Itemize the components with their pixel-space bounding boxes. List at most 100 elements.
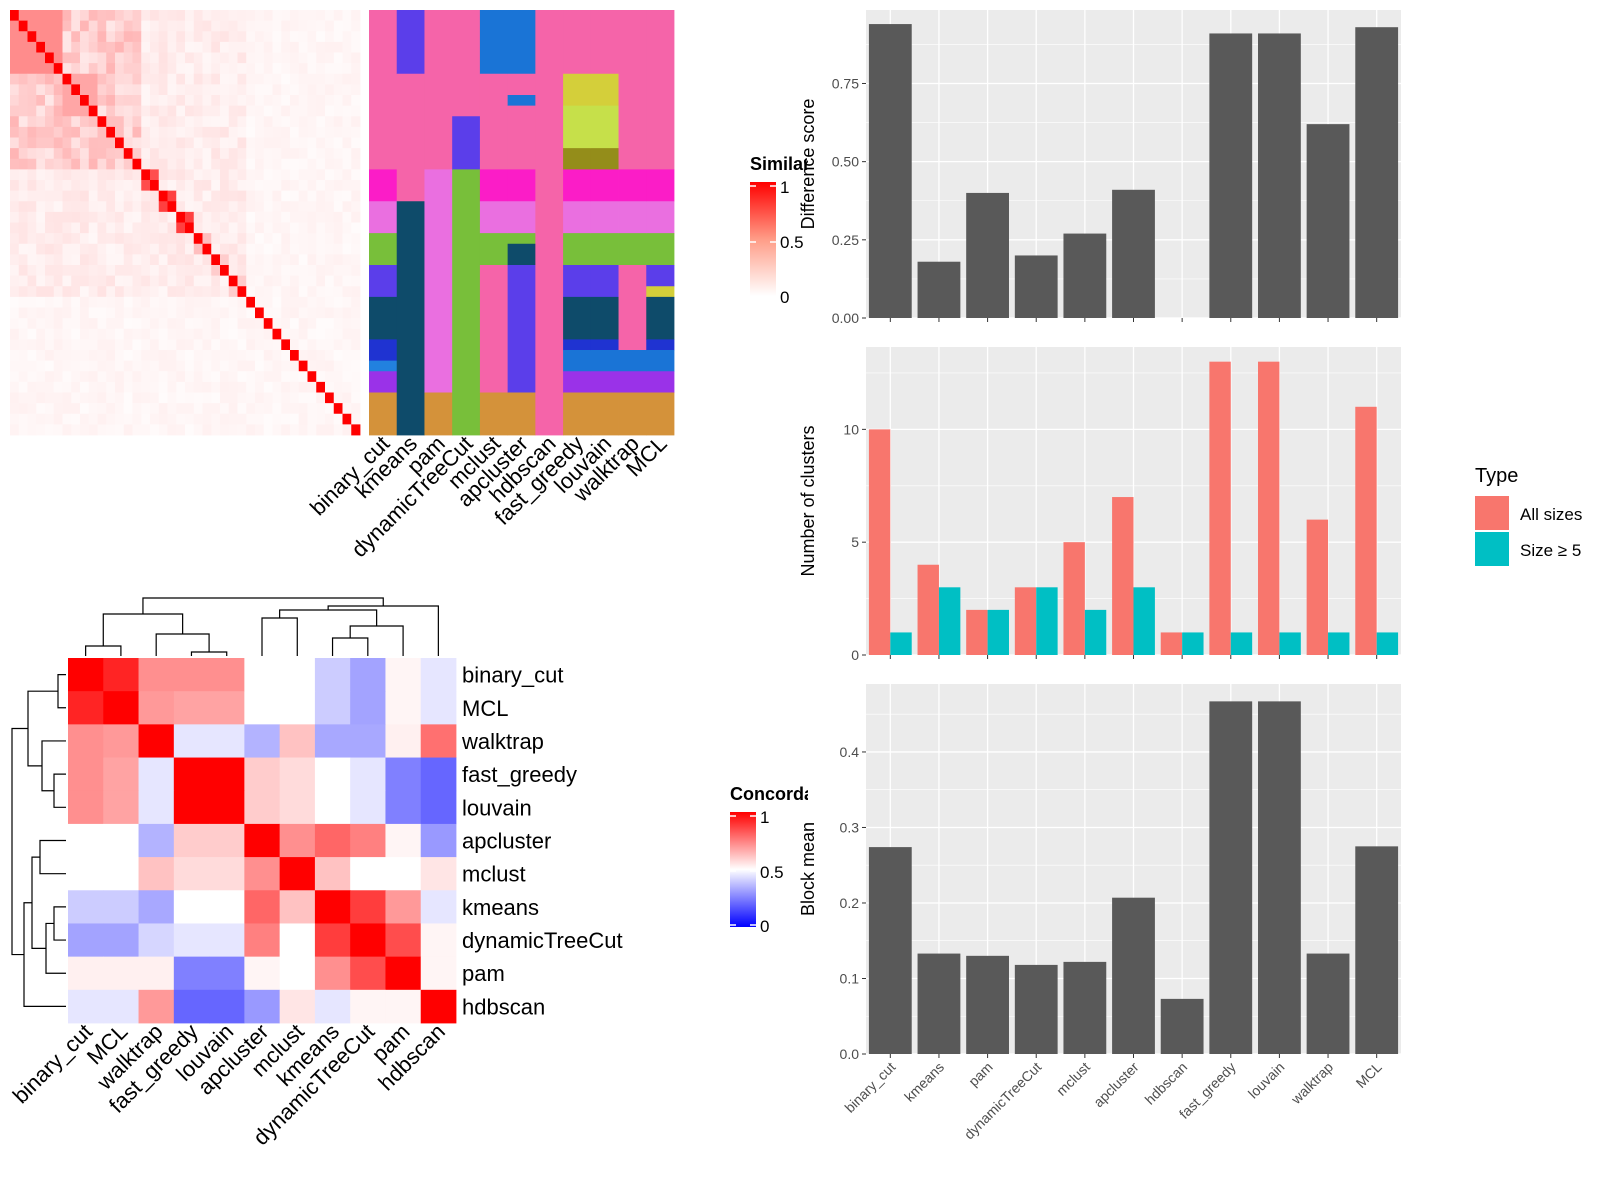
similarity-cell (202, 148, 212, 160)
similarity-cell (115, 424, 125, 436)
similarity-cell (123, 413, 133, 425)
similarity-cell (123, 126, 133, 138)
similarity-cell (80, 403, 90, 415)
similarity-cell (150, 201, 160, 213)
similarity-cell (123, 254, 133, 266)
similarity-cell (342, 233, 352, 245)
membership-segment (507, 392, 536, 436)
similarity-cell (185, 201, 195, 213)
bar-size-ge5 (1036, 587, 1058, 655)
similarity-cell (80, 243, 90, 255)
similarity-cell (115, 31, 125, 43)
similarity-cell (71, 169, 81, 181)
bar (1306, 953, 1350, 1054)
similarity-cell (333, 211, 343, 223)
similarity-cell (150, 73, 160, 85)
similarity-cell (158, 265, 168, 277)
similarity-cell (106, 307, 116, 319)
similarity-cell (36, 307, 46, 319)
similarity-cell (316, 158, 326, 170)
similarity-cell (316, 360, 326, 372)
similarity-cell (325, 84, 335, 96)
similarity-cell (27, 265, 37, 277)
similarity-cell (27, 105, 37, 117)
similarity-cell (202, 180, 212, 192)
membership-segment (479, 265, 509, 393)
similarity-cell (263, 318, 273, 330)
similarity-cell (53, 371, 63, 383)
legend-key-size-ge5 (1475, 532, 1509, 566)
similarity-cell (158, 339, 168, 351)
similarity-cell (237, 105, 247, 117)
similarity-cell (27, 158, 37, 170)
similarity-cell (351, 95, 361, 107)
similarity-cell (316, 265, 326, 277)
similarity-cell (325, 339, 335, 351)
similarity-cell (45, 254, 55, 266)
similarity-cell (193, 286, 203, 298)
similarity-cell (10, 190, 20, 202)
similarity-cell (298, 63, 308, 75)
similarity-cell (228, 350, 238, 362)
similarity-cell (272, 63, 282, 75)
similarity-cell (246, 20, 256, 32)
similarity-cell (211, 148, 221, 160)
similarity-cell (263, 158, 273, 170)
similarity-cell (141, 350, 151, 362)
similarity-cell (237, 190, 247, 202)
concordance-cell (279, 691, 316, 725)
similarity-cell (106, 158, 116, 170)
similarity-cell (342, 41, 352, 53)
similarity-cell (71, 265, 81, 277)
similarity-cell (307, 243, 317, 255)
similarity-cell (80, 296, 90, 308)
similarity-cell (298, 10, 308, 22)
similarity-cell (325, 403, 335, 415)
similarity-tick-0.5: 0.5 (780, 233, 804, 252)
similarity-cell (62, 180, 72, 192)
similarity-cell (62, 254, 72, 266)
similarity-cell (255, 84, 265, 96)
similarity-cell (202, 265, 212, 277)
similarity-cell (10, 403, 20, 415)
membership-segment (369, 296, 398, 340)
similarity-cell (272, 190, 282, 202)
similarity-cell (71, 73, 81, 85)
similarity-cell (10, 265, 20, 277)
concordance-cell (138, 658, 175, 692)
similarity-cell (325, 148, 335, 160)
similarity-cell (193, 52, 203, 64)
similarity-cell (88, 350, 98, 362)
similarity-cell (202, 360, 212, 372)
similarity-cell (97, 403, 107, 415)
similarity-cell (298, 31, 308, 43)
similarity-cell (115, 222, 125, 234)
similarity-cell (185, 392, 195, 404)
similarity-cell (71, 254, 81, 266)
similarity-cell (150, 318, 160, 330)
similarity-cell (71, 296, 81, 308)
similarity-cell (97, 169, 107, 181)
similarity-cell (80, 275, 90, 287)
similarity-cell (316, 73, 326, 85)
similarity-cell (141, 201, 151, 213)
similarity-cell (18, 73, 28, 85)
similarity-cell (333, 20, 343, 32)
similarity-cell (97, 265, 107, 277)
similarity-cell (333, 95, 343, 107)
similarity-cell (36, 180, 46, 192)
similarity-cell (176, 84, 186, 96)
similarity-cell (167, 392, 177, 404)
similarity-cell (325, 105, 335, 117)
similarity-cell (237, 10, 247, 22)
similarity-cell (132, 254, 142, 266)
similarity-cell (263, 105, 273, 117)
similarity-cell (298, 201, 308, 213)
similarity-cell (316, 137, 326, 149)
similarity-cell (10, 41, 20, 53)
similarity-cell (255, 148, 265, 160)
similarity-cell (351, 31, 361, 43)
similarity-cell (18, 222, 28, 234)
similarity-cell (272, 137, 282, 149)
similarity-cell (342, 116, 352, 128)
